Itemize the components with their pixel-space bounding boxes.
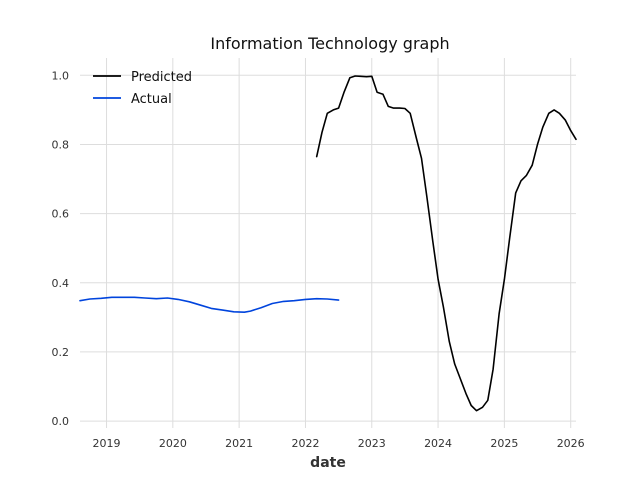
y-tick-label: 0.8: [52, 138, 70, 151]
series-line-predicted: [315, 75, 577, 412]
chart-title: Information Technology graph: [210, 34, 449, 53]
y-tick-label: 1.0: [52, 69, 70, 82]
grid-lines: [80, 58, 576, 428]
y-tick-label: 0.4: [52, 277, 70, 290]
y-tick-label: 0.0: [52, 415, 70, 428]
axis-ticks: 2019 2020 2021 2022 2023 2024 2025 2026 0.0 0.2 0.…: [52, 69, 585, 450]
x-tick-label: 2025: [490, 437, 518, 450]
x-tick-label: 2022: [291, 437, 319, 450]
y-tick-label: 0.6: [52, 208, 70, 221]
y-tick-label: 0.2: [52, 346, 70, 359]
legend-label-actual: Actual: [131, 92, 172, 107]
legend-label-predicted: Predicted: [131, 70, 192, 85]
x-tick-label: 2019: [93, 437, 121, 450]
series-lines: [79, 75, 577, 412]
legend: Predicted Actual: [93, 70, 192, 107]
x-tick-label: 2021: [225, 437, 253, 450]
x-axis-label: date: [310, 455, 346, 471]
x-tick-label: 2024: [424, 437, 452, 450]
x-tick-label: 2023: [358, 437, 386, 450]
x-tick-label: 2026: [557, 437, 585, 450]
x-tick-label: 2020: [159, 437, 187, 450]
series-line-actual: [79, 296, 340, 314]
